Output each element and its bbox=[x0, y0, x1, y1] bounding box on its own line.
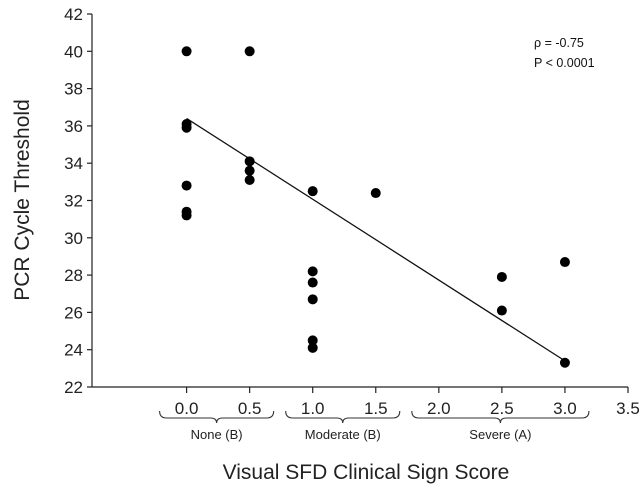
group-label: Severe (A) bbox=[469, 427, 531, 442]
group-brackets: None (B) Moderate (B) Severe (A) bbox=[159, 410, 590, 442]
y-tick-label: 32 bbox=[64, 192, 83, 211]
y-tick-label: 40 bbox=[64, 42, 83, 61]
y-tick-label: 26 bbox=[64, 303, 83, 322]
data-point bbox=[244, 156, 255, 167]
y-tick-label: 42 bbox=[64, 5, 83, 24]
x-tick-label: 0.5 bbox=[238, 399, 262, 418]
y-tick-label: 22 bbox=[64, 378, 83, 397]
data-point bbox=[181, 122, 192, 133]
data-point bbox=[181, 180, 192, 191]
data-point bbox=[181, 46, 192, 57]
data-point bbox=[307, 335, 318, 346]
x-tick-label: 3.0 bbox=[553, 399, 577, 418]
data-point bbox=[181, 210, 192, 221]
x-tick-label: 1.5 bbox=[364, 399, 388, 418]
group-bracket bbox=[411, 410, 590, 424]
x-tick-label: 1.0 bbox=[301, 399, 325, 418]
y-tick-label: 24 bbox=[64, 341, 83, 360]
x-tick-label: 0.0 bbox=[175, 399, 199, 418]
y-tick-label: 28 bbox=[64, 266, 83, 285]
data-point bbox=[244, 46, 255, 57]
data-point bbox=[307, 294, 318, 305]
x-tick-label: 3.5 bbox=[616, 399, 639, 418]
x-axis-ticks: 0.0 0.5 1.0 1.5 2.0 2.5 3.0 3.5 bbox=[175, 387, 639, 418]
group-label: Moderate (B) bbox=[305, 427, 381, 442]
y-axis-title: PCR Cycle Threshold bbox=[11, 99, 34, 301]
data-point bbox=[307, 186, 318, 197]
y-tick-label: 38 bbox=[64, 80, 83, 99]
p-value-annotation: P < 0.0001 bbox=[534, 56, 595, 70]
y-tick-label: 36 bbox=[64, 117, 83, 136]
data-point bbox=[244, 174, 255, 185]
y-tick-label: 34 bbox=[64, 154, 83, 173]
data-point bbox=[307, 266, 318, 277]
group-bracket bbox=[159, 410, 275, 424]
data-point bbox=[496, 271, 507, 282]
y-tick-label: 30 bbox=[64, 229, 83, 248]
data-point bbox=[244, 165, 255, 176]
x-tick-label: 2.5 bbox=[490, 399, 514, 418]
data-point bbox=[559, 257, 570, 268]
group-bracket bbox=[285, 410, 401, 424]
data-point bbox=[370, 188, 381, 199]
data-points bbox=[181, 46, 570, 368]
data-point bbox=[307, 342, 318, 353]
data-point bbox=[496, 305, 507, 316]
data-point bbox=[307, 277, 318, 288]
group-label: None (B) bbox=[191, 427, 243, 442]
data-point bbox=[559, 357, 570, 368]
x-tick-label: 2.0 bbox=[427, 399, 451, 418]
spearman-rho-annotation: ρ = -0.75 bbox=[534, 36, 584, 50]
x-axis-title: Visual SFD Clinical Sign Score bbox=[223, 461, 510, 484]
regression-line bbox=[186, 117, 566, 362]
y-axis-ticks: 22 24 26 28 30 32 34 36 38 40 42 bbox=[64, 5, 92, 397]
